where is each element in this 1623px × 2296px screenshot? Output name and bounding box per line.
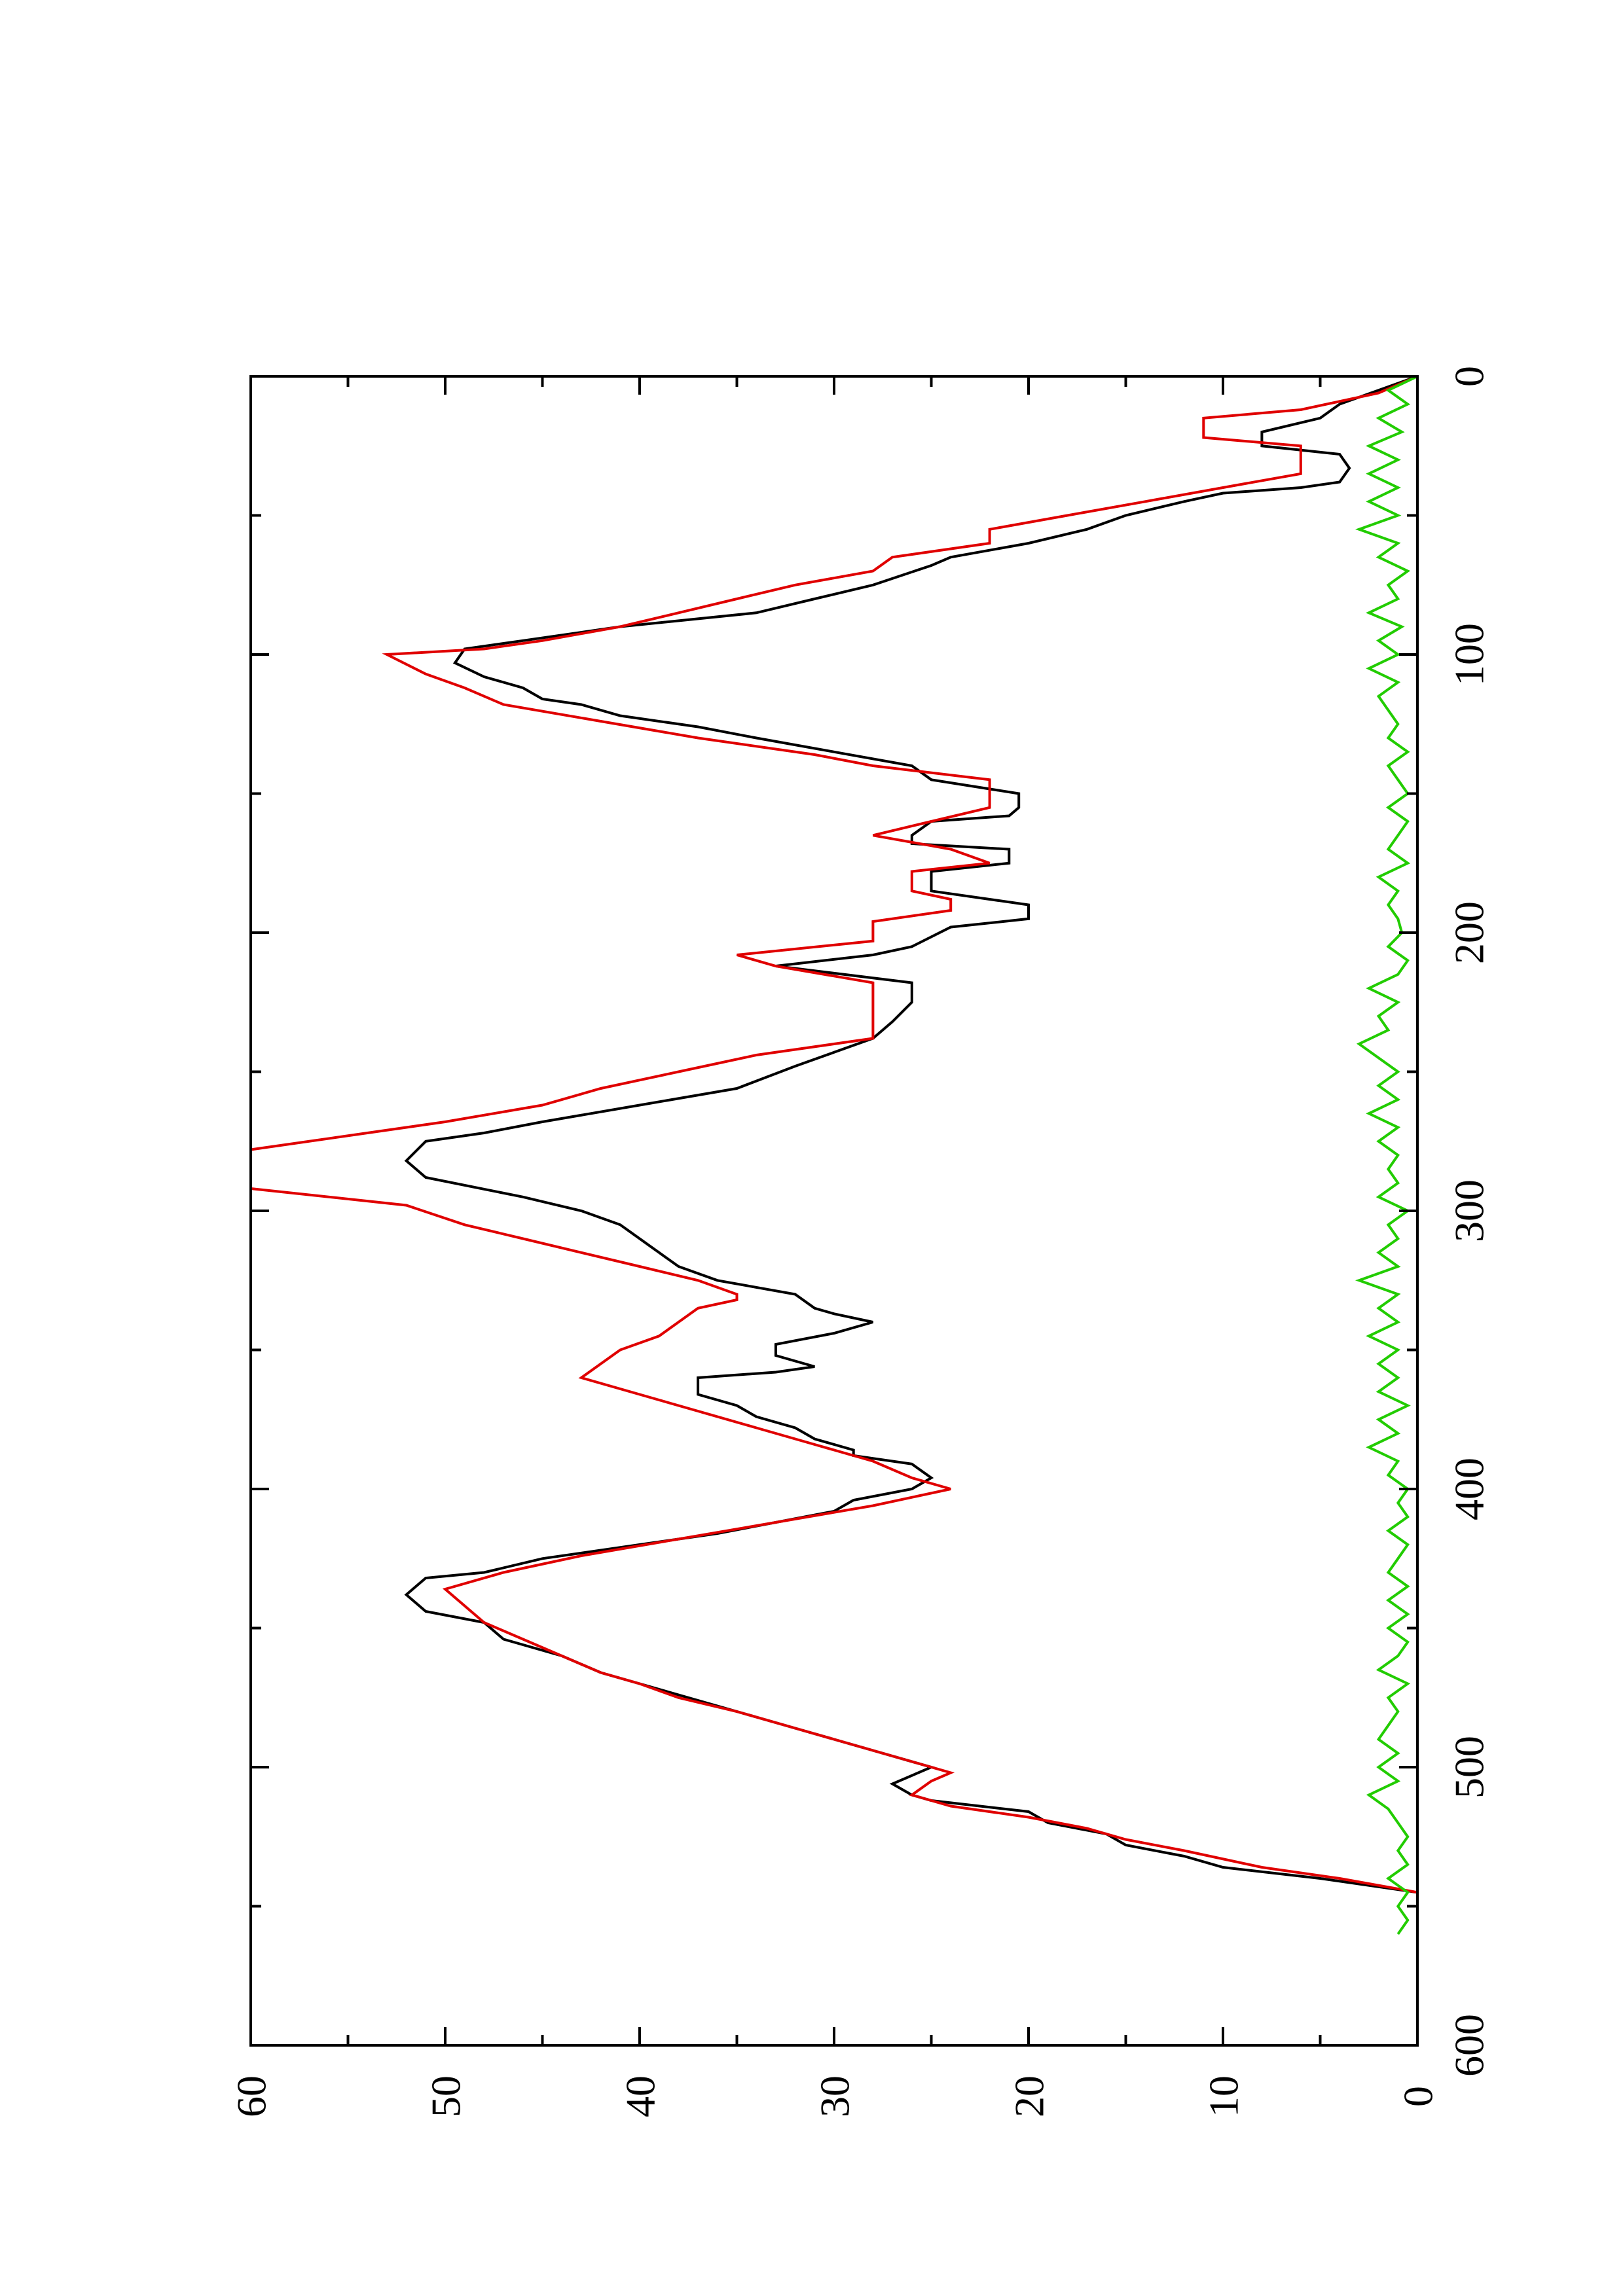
x-tick-label: 300	[1446, 1179, 1492, 1242]
y-tick-label: 60	[228, 2075, 274, 2117]
x-tick-label: 0	[1446, 366, 1492, 387]
y-tick-label: 30	[811, 2075, 858, 2117]
series-line-2	[250, 375, 1418, 1151]
x-tick-label: 500	[1446, 1736, 1492, 1799]
series-line-3	[250, 1187, 1418, 1894]
series-layer	[250, 375, 1418, 1935]
x-tick-label: 600	[1446, 2014, 1492, 2077]
x-tick-label: 400	[1446, 1458, 1492, 1520]
y-tick-label: 40	[617, 2075, 663, 2117]
tick-layer	[249, 375, 1419, 2047]
x-tick-label: 100	[1446, 623, 1492, 686]
y-tick-label: 20	[1006, 2075, 1052, 2117]
y-tick-label: 0	[1395, 2086, 1441, 2107]
y-tick-label: 50	[422, 2075, 469, 2117]
y-tick-label: 10	[1200, 2075, 1247, 2117]
series-line-4	[1355, 375, 1418, 1935]
x-tick-label: 200	[1446, 901, 1492, 964]
